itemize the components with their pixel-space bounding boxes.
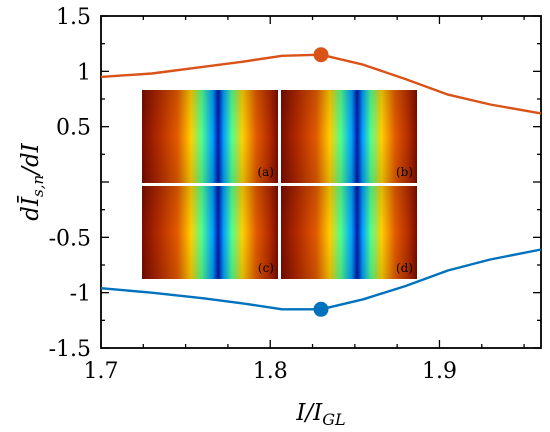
inset-panel-label: (a) [257,165,274,179]
y-tick-label: 1 [77,60,91,85]
svg-text:dĪs,n/dI: dĪs,n/dI [18,142,47,220]
series-marker-0 [313,47,329,63]
axis-ticks [100,15,541,349]
x-tick-label: 1.8 [253,359,288,384]
y-axis-title: dĪs,n/dI [18,142,47,220]
x-tick-label: 1.7 [84,359,119,384]
inset-panel-label: (d) [396,261,413,275]
inset-panel-shade [142,186,278,279]
series-marker-1 [313,301,329,317]
tick-labels: 1.7 1.8 1.9 1.5 1 0.5 -0.5 -1 -1.5 [49,5,457,384]
inset-panel-shade [281,186,417,279]
inset-panel-label: (c) [258,261,274,275]
inset-panel-shade [142,90,278,183]
inset-panel-shade [281,90,417,183]
y-tick-label: -1.5 [49,337,91,362]
inset-panel-label: (b) [396,165,413,179]
y-tick-label: 1.5 [56,5,91,30]
y-tick-label: -0.5 [49,226,91,251]
x-tick-label: 1.9 [422,359,457,384]
y-tick-label: 0.5 [56,116,91,141]
series-markers [313,47,329,317]
x-axis-title: I/IGL [295,400,345,429]
inset-panels: (a) (b) (c) (d) [142,90,417,279]
y-tick-label: -1 [70,282,91,307]
